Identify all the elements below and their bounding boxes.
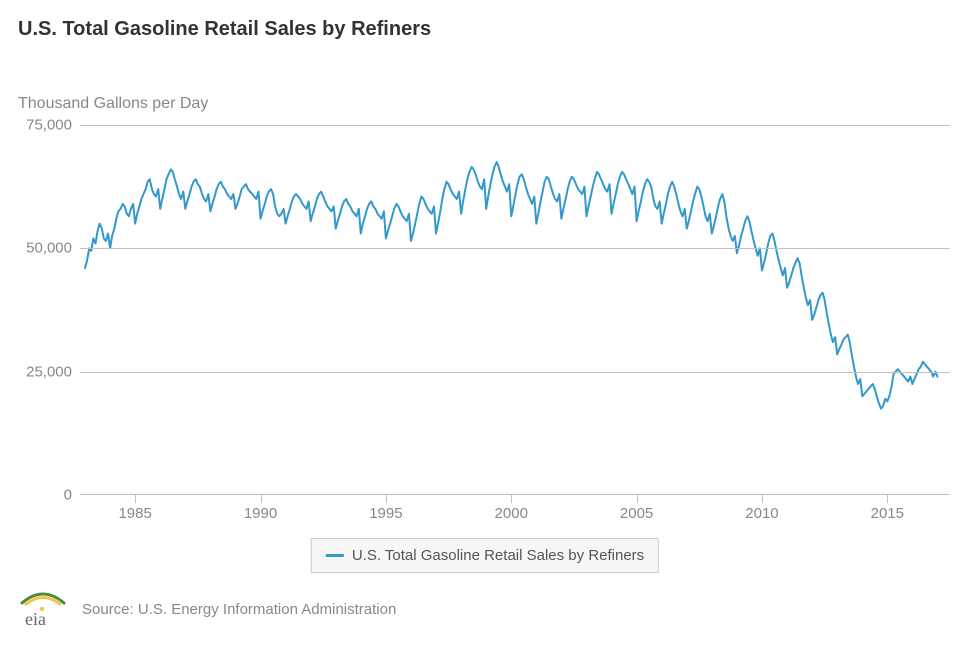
x-axis-line xyxy=(80,494,950,495)
eia-logo: eia xyxy=(18,589,68,629)
legend: U.S. Total Gasoline Retail Sales by Refi… xyxy=(311,538,659,573)
source-text: Source: U.S. Energy Information Administ… xyxy=(82,601,396,618)
chart-title: U.S. Total Gasoline Retail Sales by Refi… xyxy=(18,18,431,41)
x-tick xyxy=(637,495,638,503)
y-tick-label: 75,000 xyxy=(26,117,72,134)
legend-swatch xyxy=(326,554,344,557)
gridline xyxy=(80,248,950,249)
y-tick-label: 50,000 xyxy=(26,240,72,257)
source-row: eia Source: U.S. Energy Information Admi… xyxy=(18,589,396,629)
x-tick xyxy=(887,495,888,503)
x-tick-label: 2000 xyxy=(495,505,528,522)
y-tick-label: 0 xyxy=(64,487,72,504)
legend-label: U.S. Total Gasoline Retail Sales by Refi… xyxy=(352,547,644,564)
x-tick-label: 2015 xyxy=(871,505,904,522)
gridline xyxy=(80,125,950,126)
plot-area xyxy=(80,125,950,495)
svg-text:eia: eia xyxy=(25,609,46,629)
x-tick xyxy=(386,495,387,503)
x-tick-label: 1995 xyxy=(369,505,402,522)
gridline xyxy=(80,372,950,373)
y-axis-title: Thousand Gallons per Day xyxy=(18,95,208,113)
y-tick-label: 25,000 xyxy=(26,363,72,380)
x-tick-label: 1990 xyxy=(244,505,277,522)
x-tick-label: 2005 xyxy=(620,505,653,522)
x-tick-label: 2010 xyxy=(745,505,778,522)
x-tick xyxy=(261,495,262,503)
line-chart-svg xyxy=(80,125,950,495)
x-tick-label: 1985 xyxy=(118,505,151,522)
x-tick xyxy=(135,495,136,503)
chart-container: U.S. Total Gasoline Retail Sales by Refi… xyxy=(0,0,970,647)
x-tick xyxy=(511,495,512,503)
x-tick xyxy=(762,495,763,503)
